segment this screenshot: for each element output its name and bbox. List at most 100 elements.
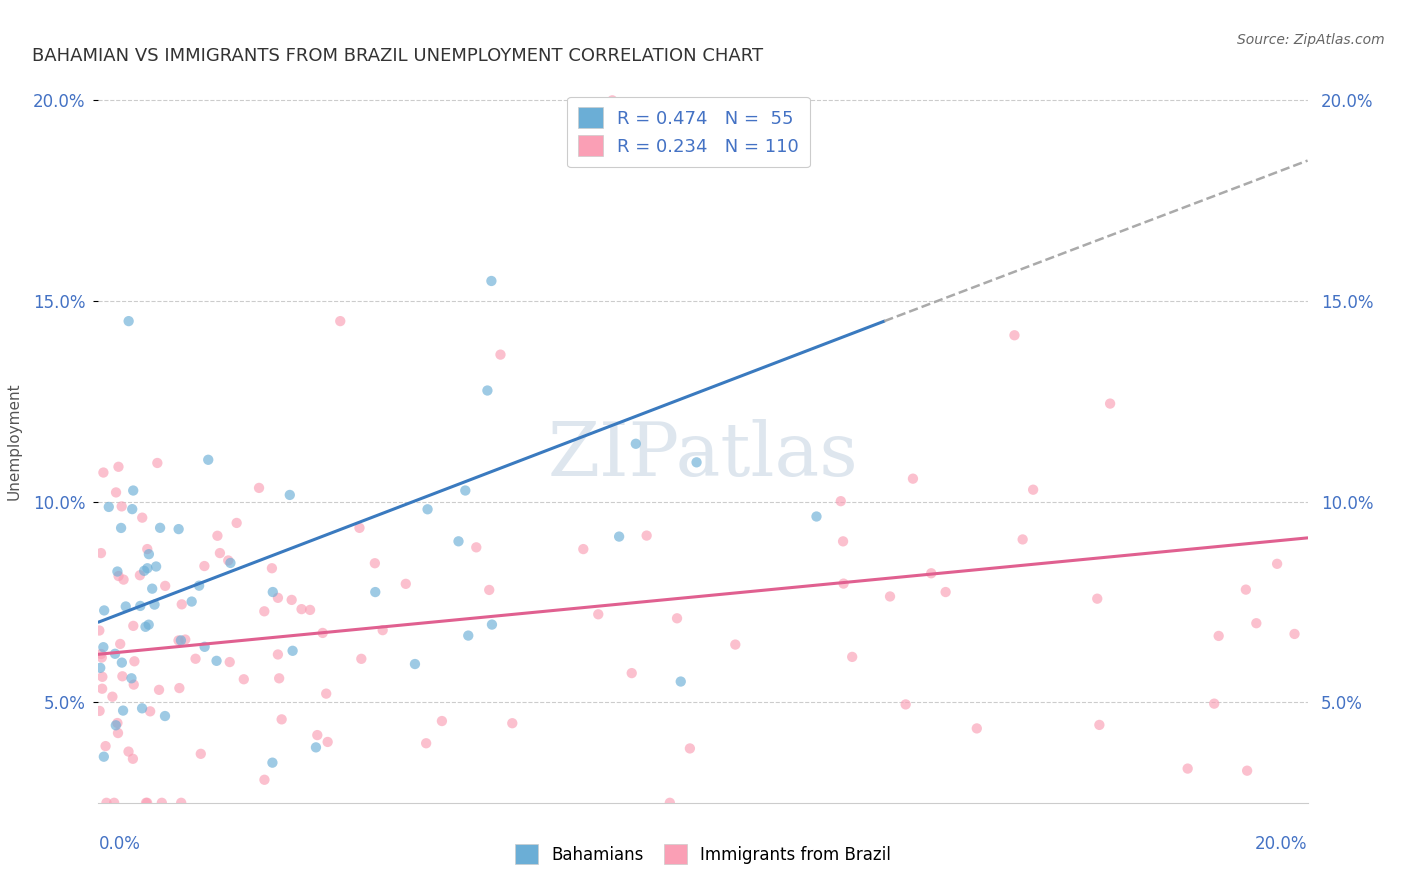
Point [114,599,136,614]
Point [118,314,141,328]
Point [135,796,157,810]
Point [1236,764,1258,778]
Point [225,516,247,530]
Point [679,741,702,756]
Point [218,655,240,669]
Point [311,626,333,640]
Point [108,637,131,651]
Point [104,647,127,661]
Point [89,661,111,675]
Point [806,509,828,524]
Point [349,521,371,535]
Point [620,666,643,681]
Point [371,623,394,637]
Point [724,638,747,652]
Point [267,648,290,662]
Point [167,633,190,648]
Point [489,348,512,362]
Point [193,559,215,574]
Y-axis label: Unemployment: Unemployment [7,383,21,500]
Point [131,701,153,715]
Point [107,565,129,579]
Point [122,619,145,633]
Point [111,656,134,670]
Point [190,747,212,761]
Point [149,521,172,535]
Point [138,617,160,632]
Point [307,728,329,742]
Point [481,274,503,288]
Text: ZIPatlas: ZIPatlas [547,419,859,492]
Point [920,566,942,581]
Point [122,483,145,498]
Point [270,712,292,726]
Point [107,569,129,583]
Point [636,528,658,542]
Point [262,585,284,599]
Point [89,704,111,718]
Point [658,796,681,810]
Point [167,522,190,536]
Point [107,716,129,731]
Text: 20.0%: 20.0% [1256,835,1308,853]
Point [832,576,855,591]
Point [89,624,111,638]
Text: 0.0%: 0.0% [98,835,141,853]
Point [129,599,152,613]
Point [136,561,159,575]
Point [217,553,239,567]
Point [841,649,863,664]
Point [97,500,120,514]
Point [93,640,115,655]
Point [607,530,630,544]
Point [121,502,143,516]
Point [207,529,229,543]
Point [278,488,301,502]
Point [253,772,276,787]
Point [93,749,115,764]
Point [364,585,387,599]
Point [105,485,128,500]
Point [1177,762,1199,776]
Point [253,604,276,618]
Point [124,654,146,668]
Point [90,650,112,665]
Point [143,598,166,612]
Point [290,602,312,616]
Point [364,556,387,570]
Point [153,579,176,593]
Point [94,739,117,753]
Point [1011,533,1033,547]
Point [184,652,207,666]
Point [447,534,470,549]
Point [180,594,202,608]
Point [669,674,692,689]
Point [1284,627,1306,641]
Point [572,542,595,557]
Point [150,796,173,810]
Point [481,617,503,632]
Point [415,736,437,750]
Point [1234,582,1257,597]
Point [103,796,125,810]
Point [90,647,112,661]
Point [197,452,219,467]
Point [1204,697,1226,711]
Point [169,681,191,695]
Point [685,455,707,469]
Point [153,709,176,723]
Point [91,670,114,684]
Point [170,598,193,612]
Point [269,671,291,685]
Point [404,657,426,671]
Point [395,577,418,591]
Point [1022,483,1045,497]
Point [1088,718,1111,732]
Point [138,547,160,561]
Point [170,633,193,648]
Legend: Bahamians, Immigrants from Brazil: Bahamians, Immigrants from Brazil [508,838,898,871]
Point [111,669,134,683]
Point [901,472,924,486]
Point [111,500,134,514]
Point [477,384,499,398]
